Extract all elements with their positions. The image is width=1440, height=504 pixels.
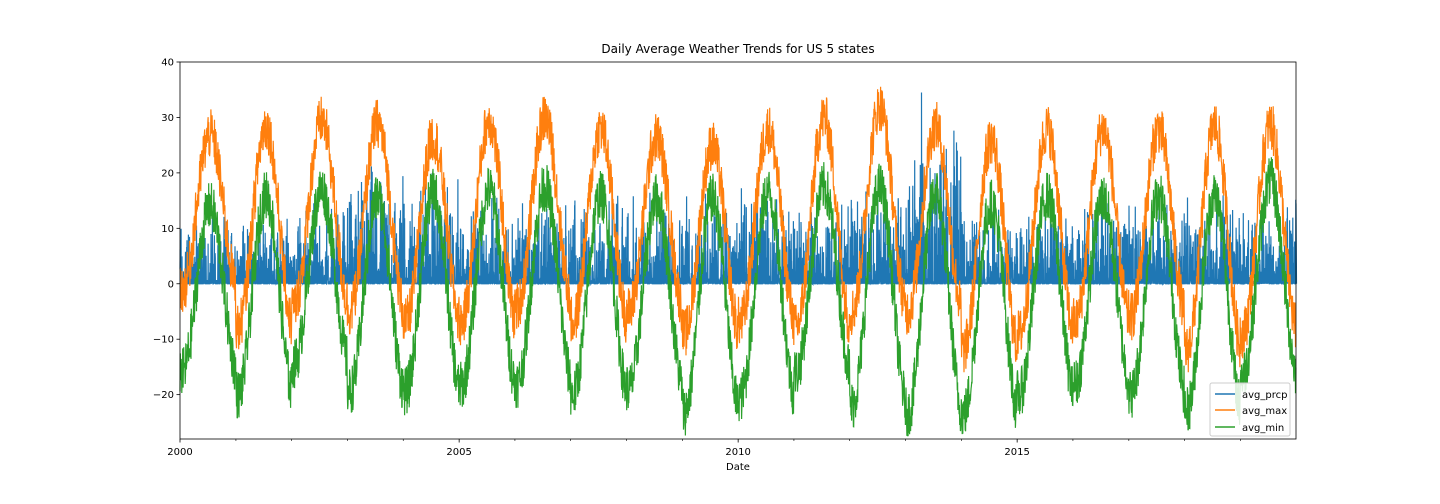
y-tick-label: −10 — [153, 335, 174, 346]
x-tick-label: 2015 — [1004, 447, 1029, 458]
legend-item-avg-prcp[interactable]: avg_prcp — [1215, 390, 1287, 401]
x-axis: 2000 2005 2010 2015 — [167, 439, 1241, 458]
y-tick-label: −20 — [153, 390, 174, 401]
series-layer — [179, 86, 1298, 437]
series-line-avg-min — [179, 157, 1297, 437]
legend-item-avg-min[interactable]: avg_min — [1215, 423, 1284, 434]
legend-box — [1209, 382, 1291, 437]
y-tick-label: 10 — [161, 224, 174, 235]
legend-item-avg-max[interactable]: avg_max — [1215, 406, 1287, 417]
x-axis-label: Date — [726, 462, 750, 473]
x-tick-label: 2010 — [725, 447, 750, 458]
y-tick-label: 0 — [168, 279, 174, 290]
x-tick-label: 2000 — [167, 447, 192, 458]
legend-label-avg-min: avg_min — [1242, 423, 1284, 434]
y-tick-label: 20 — [161, 168, 174, 179]
x-tick-label: 2005 — [446, 447, 471, 458]
y-axis: −20 −10 0 10 20 30 40 — [153, 58, 180, 401]
series-line-avg-max — [179, 86, 1297, 373]
legend-label-avg-max: avg_max — [1242, 406, 1287, 417]
chart-title: Daily Average Weather Trends for US 5 st… — [601, 42, 874, 56]
legend[interactable]: avg_prcp avg_max avg_min — [1209, 382, 1291, 437]
y-tick-label: 40 — [161, 58, 174, 69]
series-line-avg-prcp — [179, 92, 1298, 287]
y-tick-label: 30 — [161, 113, 174, 124]
legend-label-avg-prcp: avg_prcp — [1242, 390, 1287, 401]
